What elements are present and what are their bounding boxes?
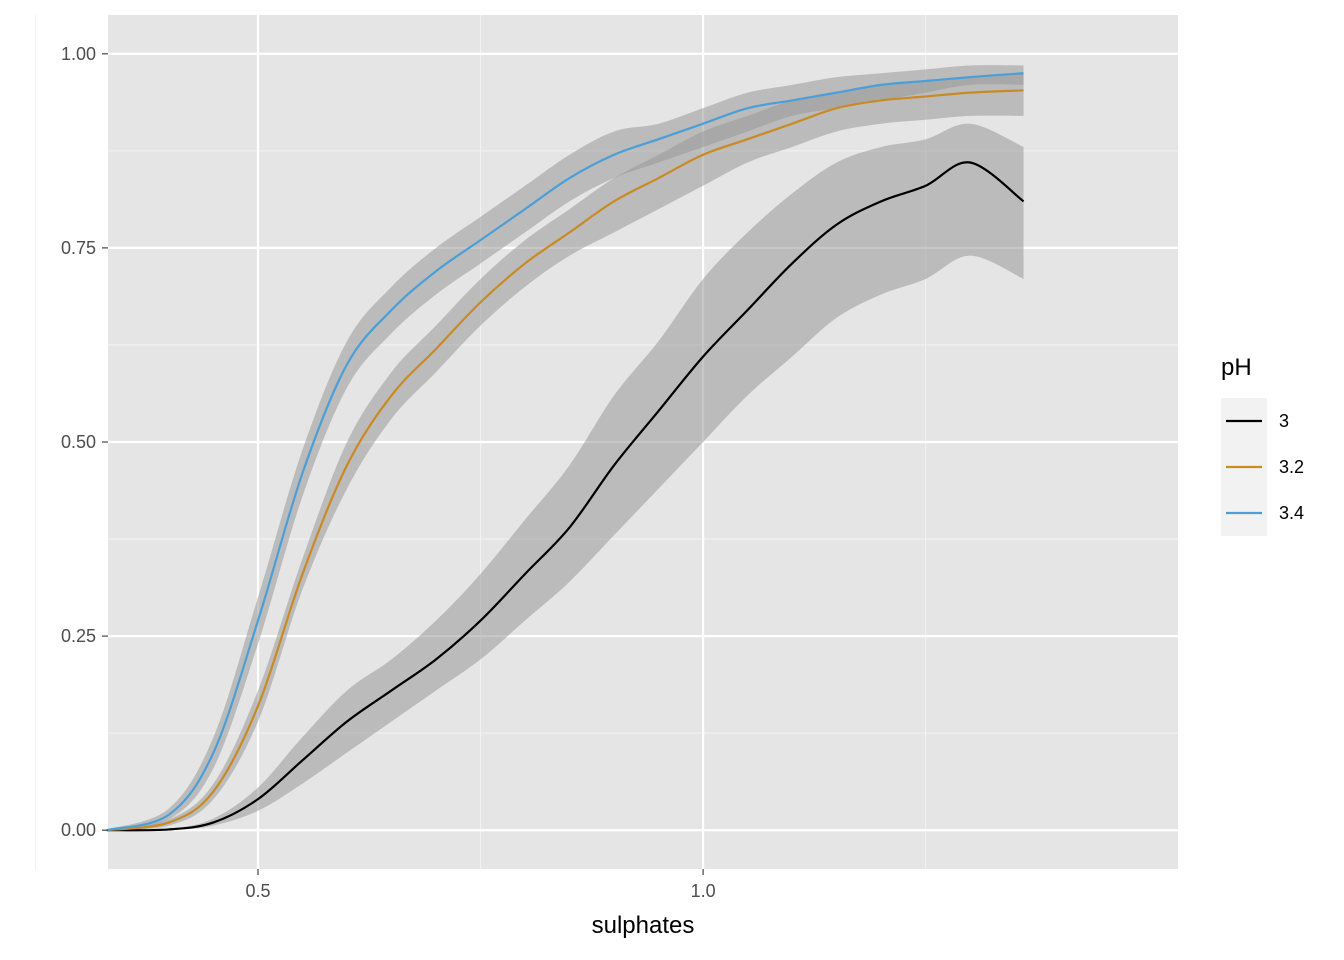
confidence-ribbons [106, 65, 1024, 831]
y-tick-label: 0.00 [61, 820, 96, 840]
confidence-band-3.2 [106, 73, 1024, 831]
y-tick-label: 0.25 [61, 626, 96, 646]
legend-label-3.2: 3.2 [1279, 457, 1304, 477]
y-tick-label: 0.75 [61, 238, 96, 258]
y-axis: 0.00 0.25 0.50 0.75 1.00 [61, 44, 108, 840]
series-line-3.2 [106, 89, 1024, 832]
legend-label-3.4: 3.4 [1279, 503, 1304, 523]
x-axis-title: sulphates [592, 912, 695, 939]
x-axis: 0.5 1.0 [245, 869, 716, 901]
legend-label-3: 3 [1279, 411, 1289, 431]
confidence-band-3 [106, 123, 1024, 831]
x-tick-label: 0.5 [245, 881, 270, 901]
series-line-3.4 [106, 72, 1024, 832]
series-lines [106, 72, 1025, 832]
y-tick-label: 1.00 [61, 44, 96, 64]
legend: pH 3 3.2 3.4 [1221, 354, 1304, 536]
legend-title: pH [1221, 354, 1252, 381]
x-tick-label: 1.0 [691, 881, 716, 901]
y-tick-label: 0.50 [61, 432, 96, 452]
series-line-3 [106, 161, 1025, 832]
